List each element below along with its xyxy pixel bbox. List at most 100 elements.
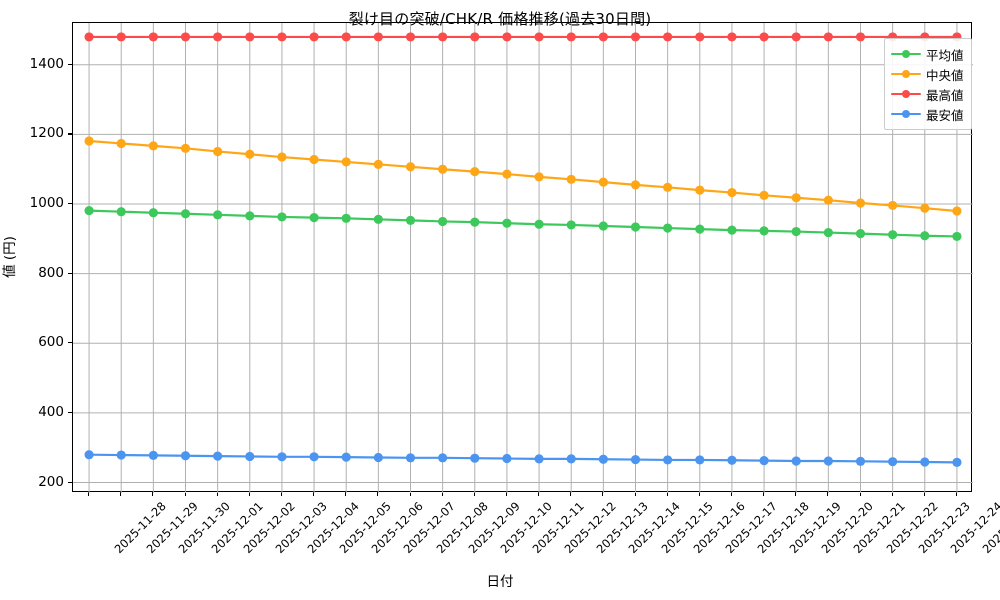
data-point xyxy=(341,32,351,42)
data-point xyxy=(373,159,383,169)
data-point xyxy=(823,227,833,238)
x-tick-label: 2025-12-11 xyxy=(529,499,587,557)
x-tick-label: 2025-12-17 xyxy=(722,499,780,557)
data-point xyxy=(727,187,737,198)
x-tick-label: 2025-12-09 xyxy=(465,499,523,557)
data-point xyxy=(309,452,319,462)
data-point xyxy=(598,221,608,231)
chart-legend[interactable]: 平均値中央値最高値最安値 xyxy=(884,38,972,130)
x-tick-label: 2025-12-19 xyxy=(786,499,844,557)
data-point xyxy=(695,224,705,234)
legend-item-4[interactable]: 最安値 xyxy=(891,104,964,124)
x-tick-label: 2025-11-28 xyxy=(111,499,169,557)
data-point xyxy=(630,180,641,190)
data-point xyxy=(888,200,898,211)
gridlines xyxy=(73,23,973,493)
x-tick-label: 2025-12-22 xyxy=(883,499,941,557)
data-point xyxy=(405,32,416,42)
legend-item-2[interactable]: 中央値 xyxy=(891,64,964,84)
legend-label: 最高値 xyxy=(926,87,964,103)
x-tick-label: 2025-12-08 xyxy=(433,499,491,557)
data-point xyxy=(438,216,448,227)
data-point xyxy=(888,230,898,240)
data-point xyxy=(341,452,351,462)
data-point xyxy=(84,206,94,216)
data-point xyxy=(695,32,705,42)
data-point xyxy=(727,455,737,465)
data-point xyxy=(920,457,930,467)
data-point xyxy=(566,220,576,230)
data-point xyxy=(84,450,94,460)
data-point xyxy=(180,32,191,42)
data-point xyxy=(502,32,512,42)
legend-dot-icon xyxy=(902,110,910,118)
data-point xyxy=(695,185,705,195)
data-point xyxy=(405,215,416,225)
data-point xyxy=(84,32,94,42)
data-point xyxy=(791,193,801,203)
data-point xyxy=(791,226,801,237)
x-tick-label: 2025-11-29 xyxy=(143,499,201,557)
data-point xyxy=(470,167,480,177)
y-tick-label: 1400 xyxy=(29,55,64,72)
data-point xyxy=(309,213,319,223)
legend-item-3[interactable]: 最高値 xyxy=(891,84,964,104)
data-point xyxy=(663,455,673,465)
data-point xyxy=(534,454,544,464)
data-point xyxy=(630,32,641,42)
data-point xyxy=(309,154,319,165)
data-point xyxy=(534,172,544,182)
data-point xyxy=(373,452,383,463)
legend-label: 最安値 xyxy=(926,107,964,123)
data-point xyxy=(438,453,448,463)
plot-area xyxy=(72,22,973,493)
x-tick-label: 2025-12-13 xyxy=(593,499,651,557)
x-tick-label: 2025-12-01 xyxy=(208,499,266,557)
legend-dot-icon xyxy=(902,70,910,78)
data-point xyxy=(180,143,191,153)
legend-swatch-icon xyxy=(891,68,921,80)
series-line xyxy=(87,453,959,464)
x-tick-label: 2025-12-16 xyxy=(690,499,748,557)
data-point xyxy=(116,32,126,42)
data-point xyxy=(502,453,512,464)
data-point xyxy=(598,32,608,42)
legend-swatch-icon xyxy=(891,108,921,120)
series-line xyxy=(87,209,959,238)
x-tick-label: 2025-12-20 xyxy=(818,499,876,557)
data-point xyxy=(663,182,673,192)
data-point xyxy=(502,169,512,179)
data-point xyxy=(470,32,480,42)
legend-label: 平均値 xyxy=(926,47,964,63)
y-tick-label: 1200 xyxy=(29,125,64,142)
legend-label: 中央値 xyxy=(926,67,964,83)
data-point xyxy=(566,32,576,42)
data-point xyxy=(116,450,126,460)
data-point xyxy=(791,456,801,466)
data-point xyxy=(148,141,158,151)
data-point xyxy=(630,454,641,465)
data-point xyxy=(727,225,737,235)
x-tick-label: 2025-12-03 xyxy=(272,499,330,557)
data-point xyxy=(759,32,769,42)
data-point xyxy=(534,32,544,42)
data-point xyxy=(791,32,801,42)
x-tick-label: 2025-12-24 xyxy=(947,499,1000,557)
data-point xyxy=(180,451,191,461)
data-point xyxy=(245,451,255,462)
data-point xyxy=(823,456,833,466)
data-point xyxy=(663,32,673,42)
x-tick-label: 2025-12-23 xyxy=(915,499,973,557)
data-point xyxy=(148,208,158,218)
data-point xyxy=(920,231,930,241)
data-point xyxy=(405,453,416,463)
data-point xyxy=(277,32,287,42)
x-tick-label: 2025-12-21 xyxy=(850,499,909,557)
x-tick-label: 2025-12-07 xyxy=(400,499,459,557)
x-tick-label: 2025-12-25 xyxy=(979,499,1000,557)
legend-item-1[interactable]: 平均値 xyxy=(891,44,964,64)
data-point xyxy=(373,214,383,224)
data-point xyxy=(759,190,769,200)
data-point xyxy=(213,451,223,461)
